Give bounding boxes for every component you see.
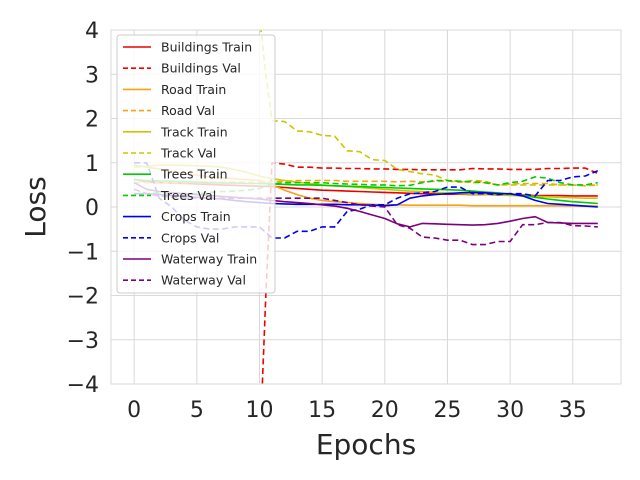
y-tick-label: 3	[85, 63, 99, 88]
legend-label: Trees Val	[160, 188, 216, 203]
y-tick-label: 1	[85, 152, 99, 177]
legend-label: Road Train	[161, 82, 226, 97]
legend-label: Buildings Train	[161, 40, 252, 55]
legend-label: Road Val	[161, 103, 215, 118]
x-tick-label: 35	[559, 398, 587, 423]
tick-labels: 0 5 10 15 20 25 30 35 −4 −3 −2 −1 0 1 2 3 4	[67, 19, 587, 423]
series-line-crops-val	[134, 162, 599, 239]
y-tick-label: −2	[67, 285, 99, 310]
legend-label: Crops Val	[161, 230, 219, 245]
legend-label: Trees Train	[160, 167, 228, 182]
legend-label: Waterway Train	[161, 252, 257, 267]
x-tick-label: 20	[371, 398, 399, 423]
x-axis-label: Epochs	[316, 428, 416, 461]
series-line-track-val	[260, 30, 598, 186]
y-tick-label: −4	[67, 373, 99, 398]
y-tick-label: 2	[85, 108, 99, 133]
legend-label: Track Val	[160, 146, 216, 161]
y-tick-label: −1	[67, 240, 99, 265]
series-line-buildings-val	[261, 162, 599, 384]
plot-frame	[110, 29, 622, 385]
x-tick-label: 10	[245, 398, 273, 423]
legend-label: Track Train	[160, 124, 228, 139]
y-tick-label: 0	[85, 196, 99, 221]
x-tick-label: 0	[127, 398, 141, 423]
legend-box	[116, 34, 276, 294]
x-tick-label: 15	[308, 398, 336, 423]
y-tick-label: 4	[85, 19, 99, 44]
x-tick-label: 5	[190, 398, 204, 423]
legend-label: Waterway Val	[161, 273, 246, 288]
y-tick-label: −3	[67, 329, 99, 354]
legend-label: Crops Train	[161, 209, 231, 224]
y-axis-label: Loss	[19, 176, 52, 237]
x-tick-label: 25	[433, 398, 461, 423]
legend-label: Buildings Val	[161, 61, 241, 76]
legend: Buildings Train Buildings Val Road Train Ro…	[116, 34, 276, 294]
x-tick-label: 30	[496, 398, 524, 423]
